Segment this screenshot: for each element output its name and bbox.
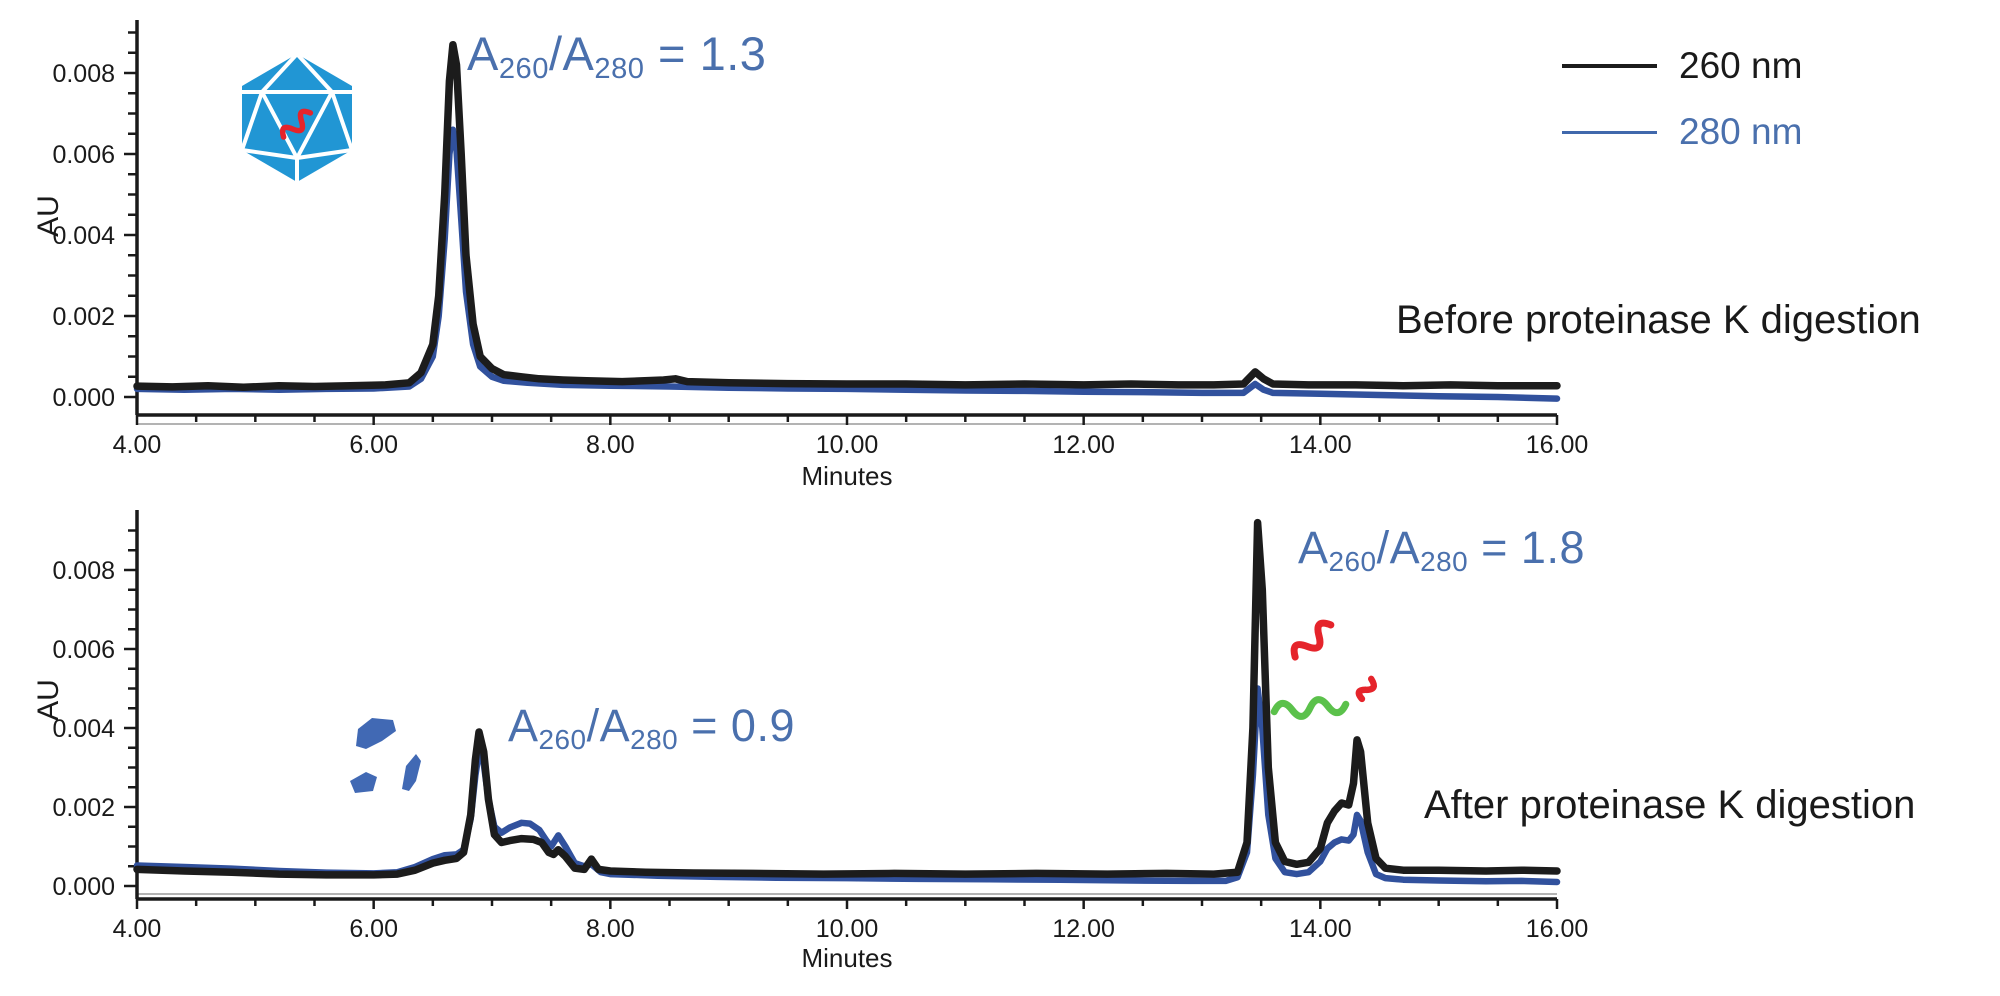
ratio-value: = 1.8 [1468, 522, 1585, 573]
ratio-sub-260: 260 [498, 53, 549, 86]
caption-after-digestion: After proteinase K digestion [1424, 783, 1916, 827]
legend-line-260-icon [1562, 64, 1657, 68]
dna-strand-small-icon [1355, 675, 1378, 703]
legend-line-280-icon [1562, 130, 1657, 134]
x-tick-label: 12.00 [1052, 431, 1115, 459]
x-tick-label: 12.00 [1052, 915, 1115, 943]
capsid-facets [240, 51, 354, 184]
y-axis-label-top: AU [31, 195, 65, 237]
fragment-3 [402, 754, 421, 791]
x-tick-label: 6.00 [349, 915, 398, 943]
ratio-value: = 1.3 [644, 27, 767, 80]
caption-before-digestion: Before proteinase K digestion [1396, 298, 1921, 342]
y-tick-label: 0.008 [52, 60, 115, 88]
ratio-sub-280: 280 [630, 723, 679, 755]
ratio-mid: /A [548, 27, 595, 80]
x-tick-label: 16.00 [1526, 915, 1589, 943]
y-tick-label: 0.002 [52, 303, 115, 331]
x-tick-label: 8.00 [586, 431, 635, 459]
trace-280nm [133, 126, 1561, 402]
legend-item-260nm: 260 nm [1562, 45, 1803, 86]
ratio-mid: /A [586, 700, 631, 751]
x-axis-label-top: Minutes [801, 461, 893, 491]
legend-item-280nm: 280 nm [1562, 111, 1803, 152]
x-tick-label: 14.00 [1289, 915, 1352, 943]
x-tick-label: 10.00 [816, 915, 879, 943]
x-tick-label: 10.00 [816, 431, 879, 459]
aav-capsid-icon [240, 51, 354, 184]
capsid-genome-icon [279, 108, 314, 140]
trace-260nm [133, 40, 1561, 392]
fragment-1 [356, 718, 396, 749]
y-tick-label: 0.006 [52, 141, 115, 169]
dna-strand-large-icon [1290, 619, 1335, 661]
x-tick-label: 16.00 [1526, 431, 1589, 459]
legend: 260 nm 280 nm [1562, 45, 1803, 178]
x-tick-label: 14.00 [1289, 431, 1352, 459]
x-tick-label: 4.00 [113, 431, 162, 459]
trace-280nm [133, 685, 1561, 886]
ratio-annotation-bottom-left: A260/A280 = 0.9 [508, 700, 795, 756]
ratio-base-a: A [467, 27, 499, 80]
y-axis-label-bottom: AU [31, 679, 65, 721]
ratio-sub-260: 260 [1328, 545, 1377, 577]
panel-top-plot: 4.00 6.00 8.00 10.00 12.00 14.00 16.00 0.000 0.0… [52, 20, 1588, 459]
ratio-base-a: A [1298, 522, 1329, 573]
y-tick-label: 0.004 [52, 715, 115, 743]
legend-label-260: 260 nm [1679, 45, 1803, 86]
y-tick-label: 0.002 [52, 794, 115, 822]
capsid-fragments-icon [350, 718, 421, 793]
fragment-2 [350, 772, 377, 793]
x-tick-label: 8.00 [586, 915, 635, 943]
y-tick-label: 0.000 [52, 384, 115, 412]
x-tick-label: 6.00 [349, 431, 398, 459]
ratio-sub-260: 260 [538, 723, 587, 755]
panel-bottom-plot: 4.00 6.00 8.00 10.00 12.00 14.00 16.00 0.000 0.0… [52, 510, 1588, 943]
ratio-sub-280: 280 [1420, 545, 1469, 577]
legend-label-280: 280 nm [1679, 111, 1803, 152]
ratio-sub-280: 280 [594, 53, 645, 86]
y-tick-label: 0.000 [52, 873, 115, 901]
x-axis-label-bottom: Minutes [801, 943, 893, 973]
rna-strand-icon [1270, 696, 1350, 720]
ratio-mid: /A [1376, 522, 1421, 573]
y-tick-label: 0.004 [52, 222, 115, 250]
trace-260nm [133, 518, 1561, 879]
ratio-base-a: A [508, 700, 539, 751]
y-tick-label: 0.008 [52, 557, 115, 585]
ratio-annotation-top: A260/A280 = 1.3 [467, 26, 766, 86]
ratio-value: = 0.9 [678, 700, 795, 751]
y-tick-label: 0.006 [52, 636, 115, 664]
x-tick-label: 4.00 [113, 915, 162, 943]
ratio-annotation-bottom-right: A260/A280 = 1.8 [1298, 522, 1585, 578]
